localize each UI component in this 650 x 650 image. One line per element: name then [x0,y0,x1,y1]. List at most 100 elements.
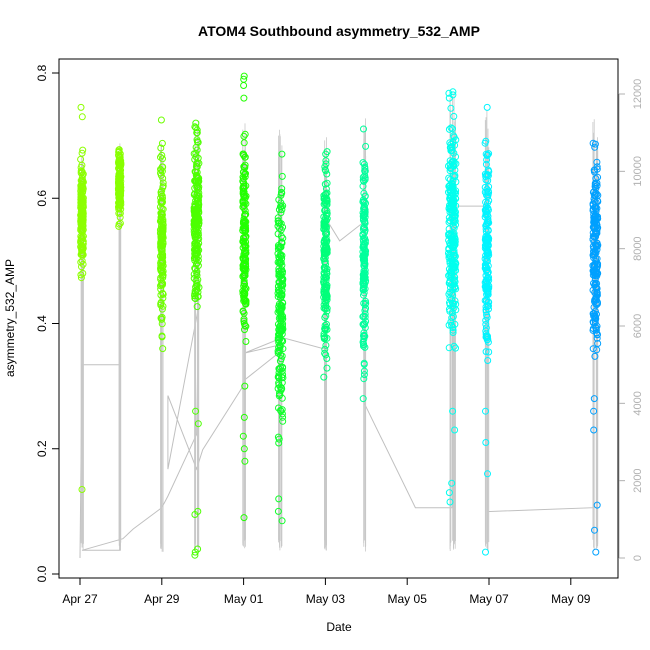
data-point [322,289,330,297]
data-point [320,238,328,246]
data-point-outlier [445,94,453,102]
data-point [158,320,166,328]
data-point [484,242,492,250]
data-point [239,287,247,295]
data-point [450,342,458,350]
data-point [275,267,283,275]
data-point [79,260,87,268]
data-point [591,352,599,360]
data-point [359,176,367,184]
data-point [194,197,201,205]
data-point [275,381,283,389]
data-point [77,184,85,192]
data-point [157,188,165,196]
data-point [484,357,492,364]
data-point-outlier [240,413,248,421]
data-point [241,326,248,334]
data-point [360,271,368,279]
data-point [361,192,369,200]
data-point [77,271,85,279]
data-point [77,192,85,200]
data-point [323,265,331,273]
data-point [449,184,457,192]
data-point [591,275,599,283]
data-points [77,72,602,559]
data-point [193,159,201,167]
data-point [77,211,85,219]
data-point-outlier [483,103,491,111]
data-point [449,172,457,180]
data-point [242,338,250,345]
data-point [451,217,459,225]
data-point [275,339,283,347]
data-point [242,242,250,250]
data-point-outlier [191,548,199,556]
data-point [593,220,600,228]
data-point [277,251,285,258]
data-point [322,250,330,257]
data-point-outlier [593,501,601,509]
data-point [321,207,329,214]
data-point [159,281,166,289]
data-point-outlier [191,511,199,518]
data-point [452,344,459,352]
data-point [484,166,492,174]
data-point [361,172,369,180]
data-point [194,214,202,222]
x-tick-label: May 05 [388,592,428,606]
data-point [320,280,328,288]
data-point [78,245,86,253]
data-point [194,292,202,300]
data-point [190,270,198,278]
data-point [482,306,490,314]
data-point-outlier [484,470,491,478]
data-point [361,310,369,318]
x-tick-label: May 09 [551,592,591,606]
data-point [482,225,490,233]
data-point [157,233,165,241]
data-point [481,236,489,244]
data-point [361,251,369,259]
data-point [594,261,602,269]
data-point [241,164,249,172]
data-point-outlier [77,103,85,111]
data-point [323,246,331,254]
data-point [445,89,453,97]
data-point [360,273,368,281]
data-point [78,168,86,176]
data-point [485,251,493,259]
data-point [275,369,283,377]
data-point [449,313,457,320]
data-point [321,322,329,329]
data-point [482,324,490,332]
data-point [240,289,248,297]
data-point [195,185,202,193]
series-9 [481,103,493,556]
series-1 [114,146,125,230]
data-point [193,246,201,254]
data-point [360,199,368,206]
data-point [192,206,200,214]
data-point [481,139,489,147]
data-point [591,260,599,268]
data-point [159,289,167,297]
data-point [452,160,460,168]
data-point [482,262,489,270]
data-point [594,241,602,249]
data-point [77,237,85,245]
data-point [239,185,247,192]
data-point [279,363,287,371]
data-point [360,371,368,379]
data-point [450,231,458,239]
x-tick-label: Apr 29 [144,592,180,606]
y2-tick-label: 2000 [632,468,644,492]
data-point [445,125,453,133]
data-point [360,299,368,307]
data-point [483,152,491,159]
data-point [278,150,286,158]
data-point [276,259,284,267]
data-point [240,250,248,258]
data-point [240,139,248,147]
data-point [448,264,456,272]
data-point [589,262,597,270]
